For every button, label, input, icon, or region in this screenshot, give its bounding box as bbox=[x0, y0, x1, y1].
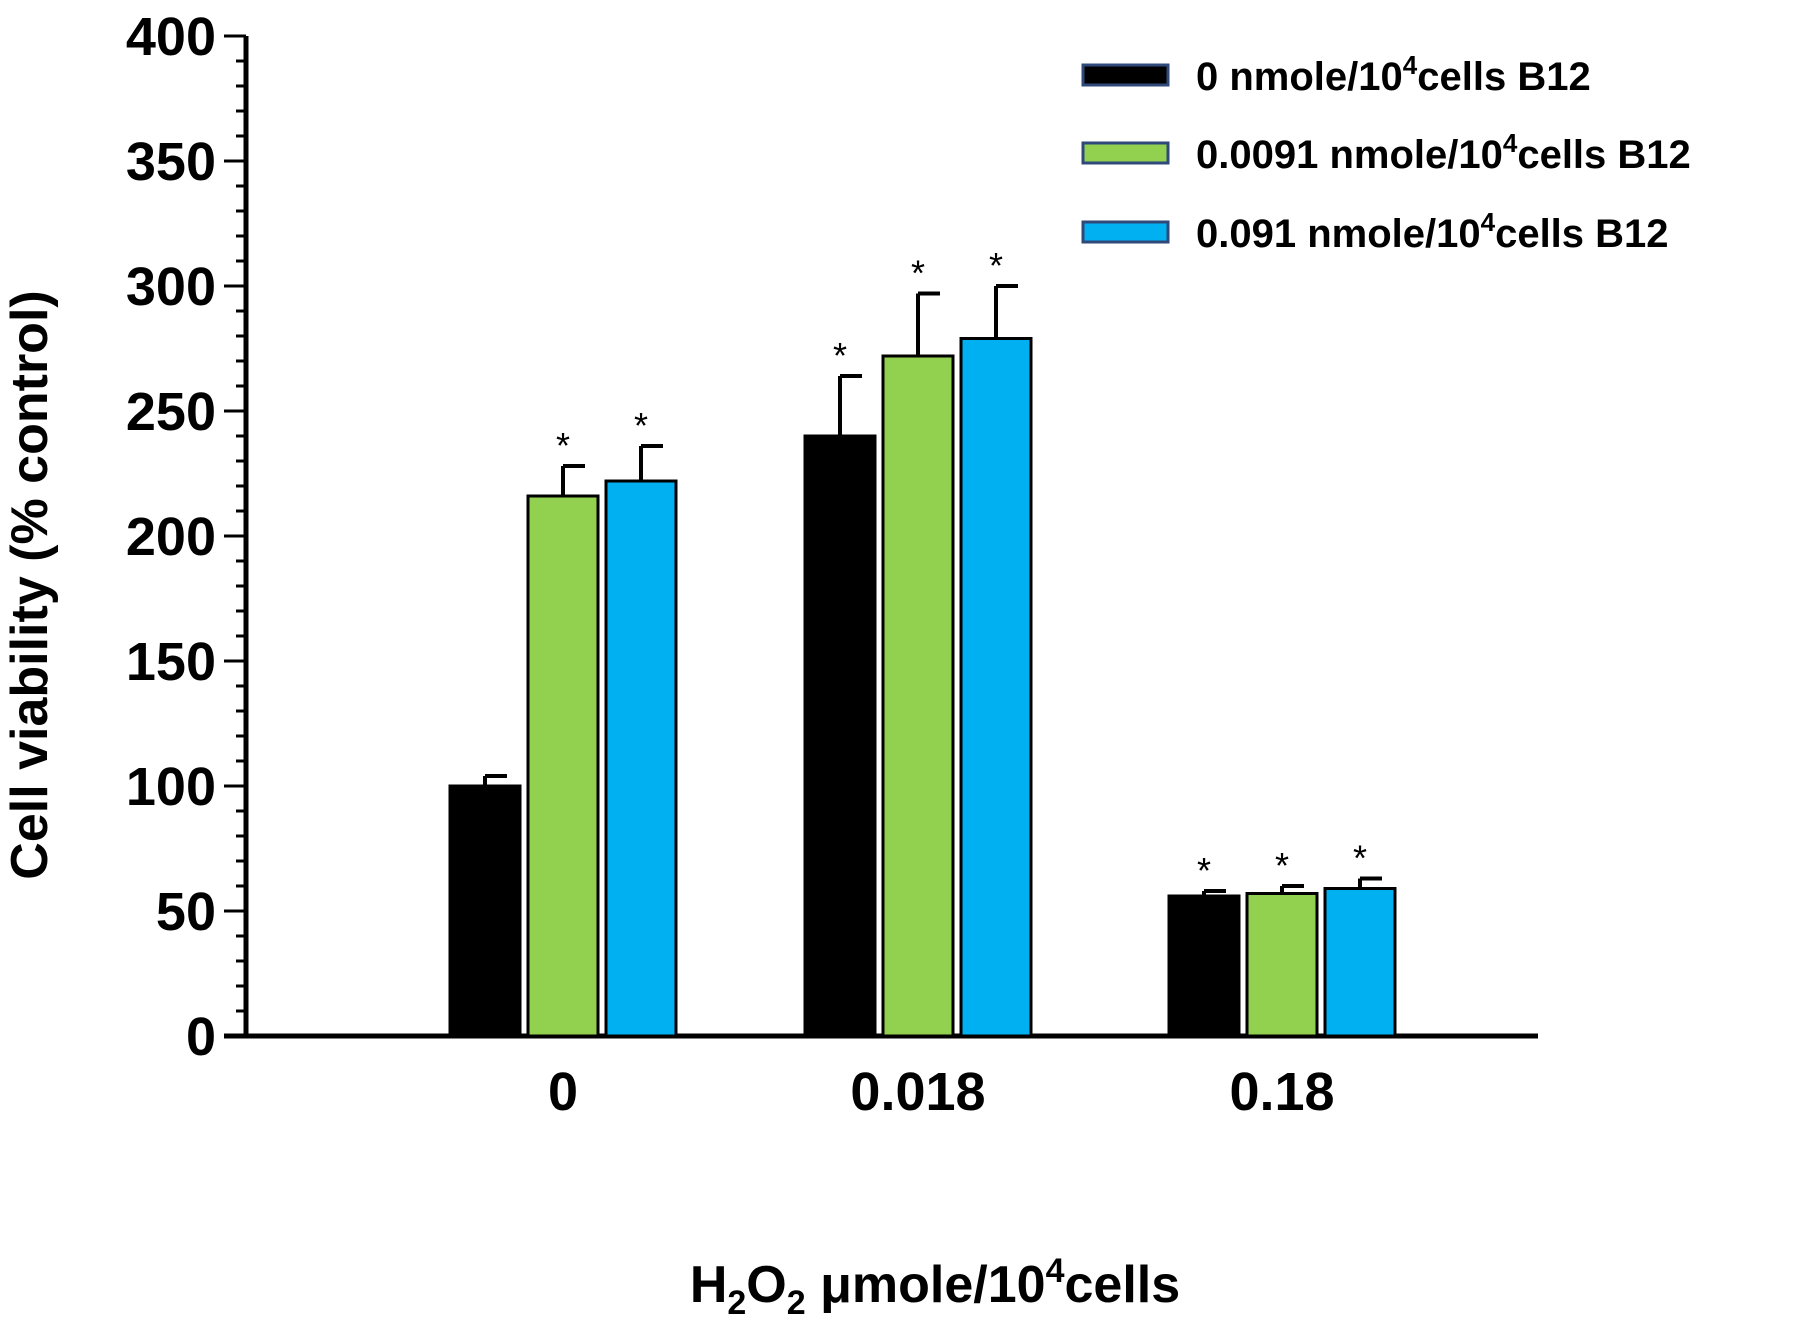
y-tick-label: 100 bbox=[126, 757, 216, 817]
significance-marker: * bbox=[1275, 845, 1289, 886]
legend-label-text: cells B12 bbox=[1517, 133, 1690, 177]
y-tick-label: 150 bbox=[126, 632, 216, 692]
x-tick-label: 0.18 bbox=[1229, 1062, 1334, 1122]
bar bbox=[803, 434, 877, 1038]
significance-marker: * bbox=[634, 405, 648, 446]
legend-label: 0 nmole/104cells B12 bbox=[1196, 50, 1591, 99]
legend-label-superscript: 4 bbox=[1403, 50, 1418, 80]
bar bbox=[1323, 887, 1397, 1038]
bar bbox=[881, 354, 955, 1038]
x-tick-label: 0 bbox=[548, 1062, 578, 1122]
legend-label-superscript: 4 bbox=[1481, 207, 1496, 237]
bar bbox=[604, 479, 678, 1038]
legend-label-superscript: 4 bbox=[1503, 128, 1518, 158]
y-tick-label: 250 bbox=[126, 382, 216, 442]
legend-label-text: 0.0091 nmole/10 bbox=[1196, 133, 1503, 177]
bar bbox=[959, 337, 1033, 1038]
legend-label-text: 0 nmole/10 bbox=[1196, 55, 1403, 99]
legend-label-text: cells B12 bbox=[1417, 55, 1590, 99]
significance-marker: * bbox=[989, 245, 1003, 286]
significance-marker: * bbox=[911, 253, 925, 294]
x-axis-label-h: H bbox=[690, 1256, 728, 1314]
x-axis-label-sub2: 2 bbox=[787, 1284, 806, 1317]
x-axis-label-unit-post: cells bbox=[1065, 1256, 1181, 1314]
significance-marker: * bbox=[833, 335, 847, 376]
x-axis-label-sub1: 2 bbox=[727, 1284, 746, 1317]
y-axis-label: Cell viability (% control) bbox=[1, 290, 59, 879]
y-tick-label: 300 bbox=[126, 257, 216, 317]
bar bbox=[1167, 894, 1241, 1038]
bar bbox=[448, 784, 522, 1038]
legend-label: 0.091 nmole/104cells B12 bbox=[1196, 207, 1669, 256]
legend-item: 0 nmole/104cells B12 bbox=[1081, 50, 1591, 99]
bar-group: * * * bbox=[803, 245, 1033, 1038]
legend-label-text: cells B12 bbox=[1495, 212, 1668, 256]
bar-group: * * bbox=[448, 405, 678, 1038]
legend-label: 0.0091 nmole/104cells B12 bbox=[1196, 128, 1691, 177]
y-axis: 0 50 100 150 200 250 300 350 400 bbox=[126, 7, 249, 1067]
y-tick-label: 50 bbox=[156, 882, 216, 942]
x-axis-label-o: O bbox=[746, 1256, 786, 1314]
x-tick-label: 0.018 bbox=[850, 1062, 985, 1122]
y-tick-label: 200 bbox=[126, 507, 216, 567]
legend-label-text: 0.091 nmole/10 bbox=[1196, 212, 1481, 256]
y-tick-label: 0 bbox=[186, 1007, 216, 1067]
x-axis-label-sup: 4 bbox=[1046, 1252, 1065, 1290]
legend-item: 0.091 nmole/104cells B12 bbox=[1081, 207, 1669, 256]
legend-swatch bbox=[1081, 63, 1170, 87]
significance-marker: * bbox=[1353, 838, 1367, 879]
legend-swatch bbox=[1081, 141, 1170, 165]
legend-item: 0.0091 nmole/104cells B12 bbox=[1081, 128, 1691, 177]
y-tick-label: 400 bbox=[126, 7, 216, 67]
bar bbox=[1245, 892, 1319, 1038]
y-tick-label: 350 bbox=[126, 132, 216, 192]
legend-swatch bbox=[1081, 220, 1170, 244]
x-axis-label: H2O2 μmole/104cells bbox=[690, 1252, 1180, 1317]
bars: * *0** *0.018* * *0.18 bbox=[448, 245, 1397, 1122]
bar-group: * * * bbox=[1167, 838, 1397, 1038]
x-axis-label-unit: μmole/10 bbox=[806, 1256, 1046, 1314]
significance-marker: * bbox=[556, 425, 570, 466]
bar bbox=[526, 494, 600, 1038]
significance-marker: * bbox=[1197, 850, 1211, 891]
